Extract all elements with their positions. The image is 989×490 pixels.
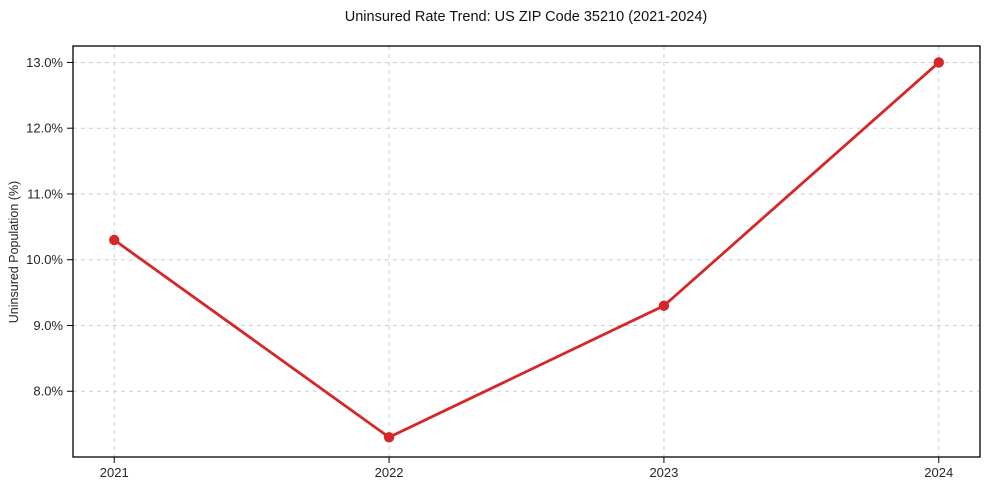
data-point-marker (109, 234, 120, 246)
y-tick-label: 8.0% (33, 384, 63, 399)
x-tick-label: 2023 (649, 465, 678, 480)
data-point-marker (383, 432, 395, 443)
x-tick-label: 2021 (100, 465, 129, 480)
data-point-marker (658, 300, 670, 311)
y-tick-label: 9.0% (33, 318, 63, 333)
y-tick-label: 10.0% (26, 252, 63, 267)
data-line (112, 61, 941, 439)
x-tick-label: 2022 (375, 465, 404, 480)
data-point-marker (933, 57, 944, 68)
plot-area: 8.0% 9.0% 10.0% 11.0% 12.0% 13.0% 2021 2022 2023… (26, 45, 981, 480)
chart-title: Uninsured Rate Trend: US ZIP Code 35210 … (345, 9, 707, 25)
plot-border (72, 45, 981, 458)
x-tick-label: 2024 (924, 465, 953, 480)
y-tick-label: 12.0% (26, 121, 63, 136)
y-axis-label: Uninsured Population (%) (7, 181, 21, 323)
y-tick-label: 11.0% (27, 186, 63, 201)
y-tick-label: 13.0% (26, 55, 63, 70)
